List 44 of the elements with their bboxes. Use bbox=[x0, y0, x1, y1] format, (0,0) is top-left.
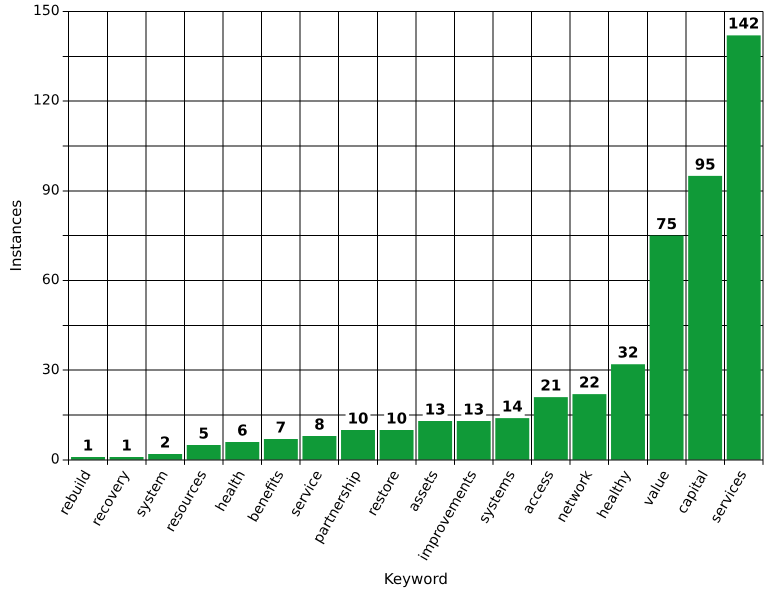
x-axis-title: Keyword bbox=[384, 570, 448, 588]
bar bbox=[688, 176, 722, 460]
bar bbox=[71, 456, 105, 460]
data-label: 21 bbox=[540, 376, 562, 395]
data-label: 32 bbox=[618, 344, 638, 362]
bar bbox=[495, 418, 530, 460]
data-label: 1 bbox=[82, 436, 94, 454]
data-label: 142 bbox=[728, 14, 760, 33]
bar bbox=[611, 364, 645, 460]
bar bbox=[534, 397, 568, 460]
bar bbox=[225, 442, 260, 460]
bar bbox=[650, 236, 684, 460]
y-axis-title: Instances bbox=[6, 200, 25, 272]
bar bbox=[264, 439, 298, 460]
y-tick-label: 90 bbox=[42, 182, 60, 198]
y-tick-label: 0 bbox=[50, 452, 60, 468]
bar bbox=[302, 436, 336, 460]
bar bbox=[418, 421, 452, 460]
data-label: 10 bbox=[386, 409, 408, 428]
bar bbox=[186, 444, 221, 460]
data-label: 14 bbox=[502, 397, 523, 416]
bar bbox=[726, 35, 761, 460]
bar bbox=[341, 430, 375, 460]
y-tick-label: 120 bbox=[32, 92, 60, 109]
y-tick-label: 60 bbox=[42, 272, 60, 288]
data-label: 8 bbox=[314, 415, 325, 434]
data-label: 75 bbox=[656, 215, 678, 234]
bar bbox=[456, 421, 491, 460]
bar bbox=[148, 454, 182, 460]
data-label: 95 bbox=[694, 155, 716, 174]
y-tick-label: 30 bbox=[42, 362, 60, 378]
bar bbox=[110, 456, 144, 460]
data-label: 13 bbox=[463, 400, 484, 418]
data-label: 5 bbox=[198, 424, 209, 442]
data-label: 10 bbox=[348, 409, 368, 428]
data-label: 22 bbox=[578, 374, 600, 392]
data-label: 1 bbox=[121, 436, 132, 454]
data-label: 7 bbox=[276, 418, 286, 436]
data-label: 2 bbox=[160, 433, 170, 452]
data-label: 13 bbox=[424, 400, 446, 418]
bar bbox=[572, 394, 606, 460]
data-label: 6 bbox=[237, 421, 248, 440]
y-tick-label: 150 bbox=[32, 3, 60, 20]
bar bbox=[380, 430, 414, 460]
